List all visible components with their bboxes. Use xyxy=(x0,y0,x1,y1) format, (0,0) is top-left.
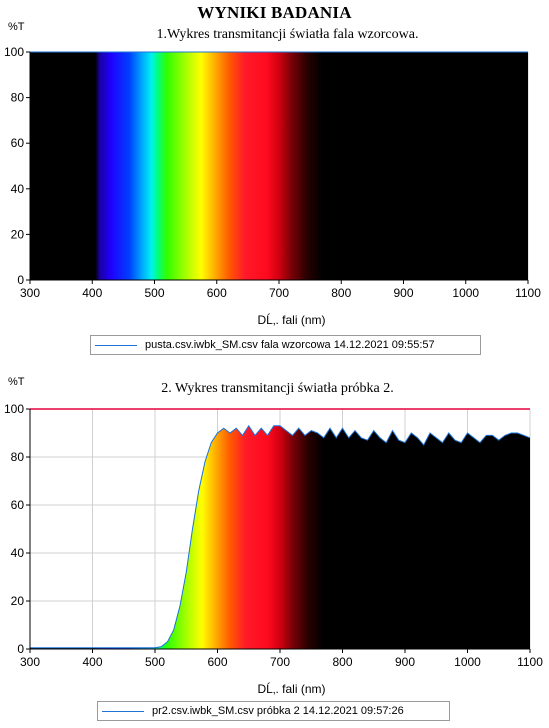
y-tick-label: 100 xyxy=(4,402,24,416)
y-tick-label: 80 xyxy=(11,450,25,464)
x-tick-label: 1100 xyxy=(517,655,543,669)
chart-2-title: 2. Wykres transmitancji światła próbka 2… xyxy=(161,381,394,396)
y-tick-label: 20 xyxy=(11,227,25,241)
chart-2-y-axis-label: %T xyxy=(8,376,25,388)
page-title: WYNIKI BADANIA xyxy=(197,3,352,22)
chart-1-y-axis-label: %T xyxy=(8,21,25,33)
chart-2-x-axis-label: DĹ‚. fali (nm) xyxy=(257,682,326,696)
x-tick-label: 1000 xyxy=(454,655,481,669)
x-tick-label: 300 xyxy=(20,655,40,669)
y-tick-label: 0 xyxy=(17,273,24,287)
x-tick-label: 800 xyxy=(331,286,351,300)
chart-1-plot: 300 400 500 600 700 800 900 1000 1100 0 20 40 60 80 10… xyxy=(4,45,541,300)
x-tick-label: 300 xyxy=(20,286,40,300)
transmittance-area xyxy=(30,425,530,649)
y-tick-label: 60 xyxy=(11,136,25,150)
x-tick-label: 400 xyxy=(82,655,102,669)
x-tick-label: 1000 xyxy=(452,286,479,300)
chart-1-legend-text: pusta.csv.iwbk_SM.csv fala wzorcowa 14.1… xyxy=(145,339,435,351)
y-tick-label: 60 xyxy=(11,498,25,512)
chart-2-plot: 300 400 500 600 700 800 900 1000 1100 0 20 40 60 80 10… xyxy=(4,402,543,669)
x-tick-label: 900 xyxy=(395,655,415,669)
chart-2-legend: pr2.csv.iwbk_SM.csv próbka 2 14.12.2021 … xyxy=(97,701,450,721)
y-tick-label: 80 xyxy=(11,91,25,105)
chart-1-x-axis-label: DĹ‚. fali (nm) xyxy=(257,313,326,327)
x-tick-label: 500 xyxy=(144,286,164,300)
x-tick-label: 400 xyxy=(82,286,102,300)
transmittance-area xyxy=(30,52,528,280)
x-tick-label: 600 xyxy=(207,655,227,669)
y-tick-label: 40 xyxy=(11,182,25,196)
x-tick-label: 700 xyxy=(270,655,290,669)
x-tick-label: 900 xyxy=(393,286,413,300)
y-tick-label: 100 xyxy=(4,45,24,59)
chart-1-legend: pusta.csv.iwbk_SM.csv fala wzorcowa 14.1… xyxy=(90,335,481,355)
chart-1-legend-swatch xyxy=(95,344,137,346)
x-tick-label: 700 xyxy=(269,286,289,300)
x-tick-label: 600 xyxy=(207,286,227,300)
x-tick-label: 800 xyxy=(332,655,352,669)
y-tick-label: 20 xyxy=(11,594,25,608)
chart-2-legend-swatch xyxy=(102,710,144,712)
transmittance-line xyxy=(30,424,531,649)
x-tick-label: 500 xyxy=(145,655,165,669)
chart-2-legend-text: pr2.csv.iwbk_SM.csv próbka 2 14.12.2021 … xyxy=(152,705,404,717)
y-tick-label: 0 xyxy=(17,642,24,656)
y-tick-label: 40 xyxy=(11,546,25,560)
chart-1-title: 1.Wykres transmitancji światła fala wzor… xyxy=(156,27,419,42)
x-tick-label: 1100 xyxy=(515,286,541,300)
